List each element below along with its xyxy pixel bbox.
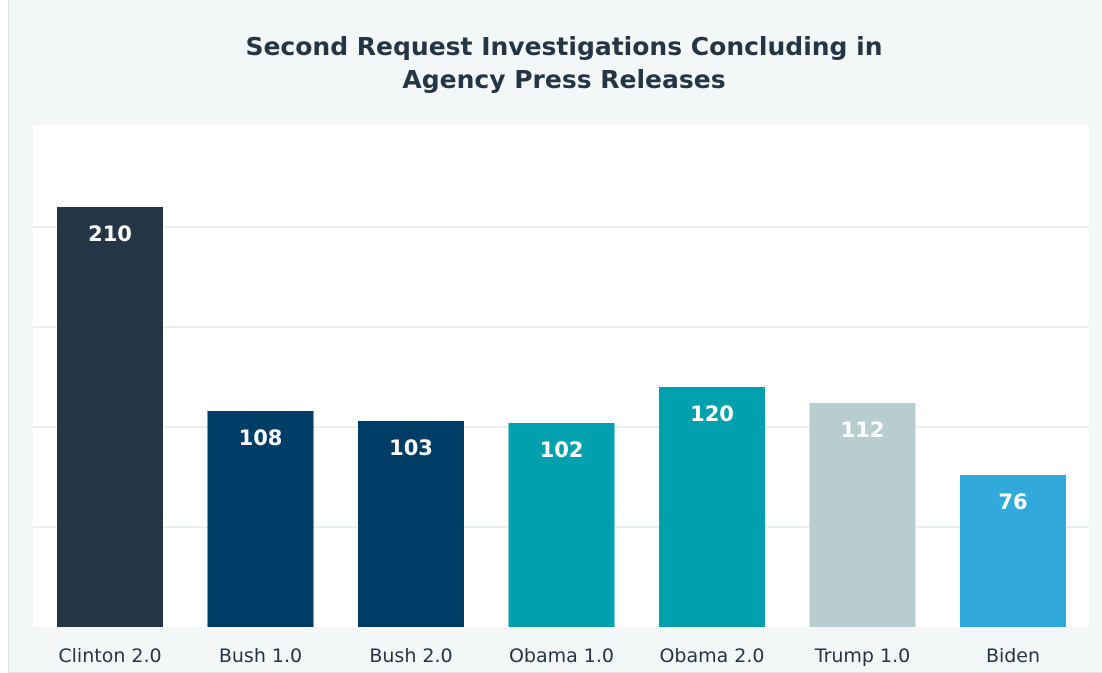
bar-biden [960,475,1066,627]
category-label-bush-1-0: Bush 1.0 [219,645,302,667]
category-label-biden: Biden [986,645,1040,667]
bar-obama-2-0 [659,387,765,627]
category-label-trump-1-0: Trump 1.0 [814,645,911,667]
data-label-obama-1-0: 102 [540,438,584,462]
data-label-bush-1-0: 108 [239,426,283,450]
data-label-clinton-2-0: 210 [88,222,132,246]
chart-title-line-2: Agency Press Releases [402,65,726,94]
bar-obama-1-0 [508,423,615,627]
bar-bush-1-0 [207,411,314,627]
data-label-trump-1-0: 112 [841,418,885,442]
data-label-bush-2-0: 103 [389,436,433,460]
bar-clinton-2-0 [57,207,163,627]
category-label-obama-1-0: Obama 1.0 [509,645,614,667]
data-label-biden: 76 [998,490,1027,514]
bar-bush-2-0 [358,421,464,627]
chart-title-line-1: Second Request Investigations Concluding… [245,32,883,61]
data-label-obama-2-0: 120 [690,402,734,426]
category-label-clinton-2-0: Clinton 2.0 [58,645,161,667]
category-label-bush-2-0: Bush 2.0 [369,645,452,667]
bar-trump-1-0 [809,403,916,627]
category-label-obama-2-0: Obama 2.0 [659,645,764,667]
chart-title: Second Request Investigations Concluding… [9,30,1102,96]
